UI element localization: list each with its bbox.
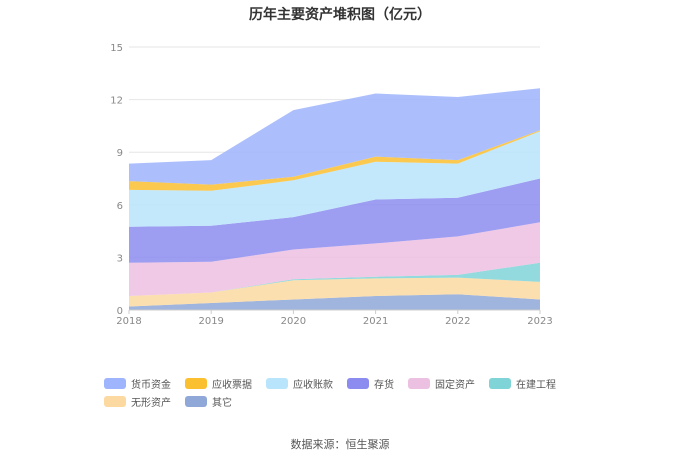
x-tick-label: 2020 <box>281 316 306 327</box>
legend-swatch <box>104 377 126 389</box>
legend-label: 货币资金 <box>131 379 171 391</box>
legend-label: 在建工程 <box>516 379 556 391</box>
legend-item[interactable]: 无形资产 <box>104 395 171 409</box>
area-series-7 <box>129 88 540 185</box>
chart-legend: 货币资金 应收票据 应收账款 存货 固定资产 在建工程无形资产 其它 <box>104 377 604 409</box>
legend-item[interactable]: 应收票据 <box>185 377 252 391</box>
y-tick-label: 6 <box>117 201 123 212</box>
legend-label: 固定资产 <box>435 379 475 391</box>
legend-item[interactable]: 存货 <box>347 377 394 391</box>
chart-title: 历年主要资产堆积图（亿元） <box>249 7 431 23</box>
legend-label: 应收账款 <box>293 379 333 391</box>
area-series-6 <box>129 130 540 191</box>
x-tick-label: 2018 <box>116 316 141 327</box>
legend-swatch <box>185 395 207 407</box>
area-series-3 <box>129 222 540 296</box>
legend-item[interactable]: 在建工程 <box>489 377 556 391</box>
axes: 0 3 6 9 12 15 2018 2019 2020 2021 2022 2023 <box>110 43 552 327</box>
legend-swatch <box>185 377 207 389</box>
legend-item[interactable]: 应收账款 <box>266 377 333 391</box>
legend-swatch <box>408 377 430 389</box>
legend-item[interactable]: 货币资金 <box>104 377 171 391</box>
area-series-group <box>129 88 540 310</box>
legend-swatch <box>347 377 369 389</box>
x-tick-label: 2021 <box>363 316 388 327</box>
area-series-4 <box>129 178 540 263</box>
area-series-5 <box>129 131 540 227</box>
legend-item[interactable]: 固定资产 <box>408 377 475 391</box>
y-tick-label: 15 <box>110 43 123 54</box>
stacked-area-chart: 0 3 6 9 12 15 2018 2019 2020 2021 2022 2023 <box>110 43 552 327</box>
x-tick-label: 2022 <box>445 316 470 327</box>
data-source-note: 数据来源：恒生聚源 <box>290 438 390 451</box>
y-tick-label: 0 <box>117 306 123 317</box>
legend-item[interactable]: 其它 <box>185 395 232 409</box>
legend-swatch <box>266 377 288 389</box>
area-series-0 <box>129 294 540 310</box>
y-tick-label: 3 <box>117 253 123 264</box>
y-tick-label: 9 <box>117 148 123 159</box>
legend-label: 无形资产 <box>131 397 171 409</box>
legend-label: 其它 <box>212 397 232 409</box>
legend-label: 应收票据 <box>212 379 252 391</box>
legend-swatch <box>489 377 511 389</box>
y-tick-label: 12 <box>110 96 123 107</box>
legend-swatch <box>104 395 126 407</box>
x-tick-label: 2019 <box>198 316 223 327</box>
legend-label: 存货 <box>374 379 394 391</box>
area-series-1 <box>129 277 540 307</box>
x-tick-label: 2023 <box>527 316 552 327</box>
